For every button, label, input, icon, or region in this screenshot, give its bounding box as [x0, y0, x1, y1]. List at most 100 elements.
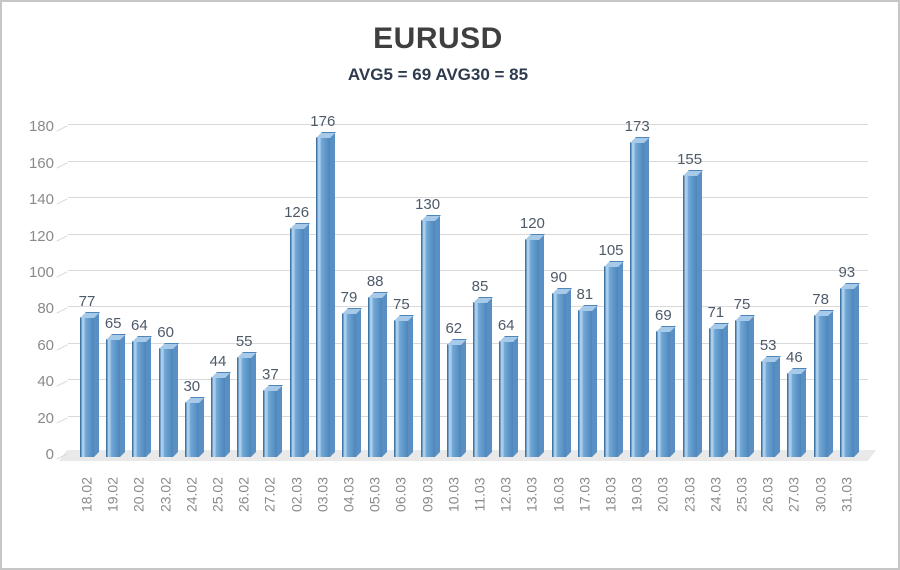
bar-side-face: [565, 288, 571, 457]
x-tick-label: 16.03: [550, 476, 567, 513]
bar-front-face: [420, 220, 435, 457]
bar-side-face: [277, 385, 283, 457]
bar-front-face: [735, 320, 749, 457]
x-tick-label: 23.03: [681, 476, 698, 513]
bar: 75: [393, 296, 415, 457]
bar-value-label: 75: [393, 296, 410, 313]
chart-title: EURUSD: [373, 22, 503, 55]
bar-value-label: 71: [707, 304, 725, 321]
x-tick-label: 24.03: [707, 476, 724, 513]
bar: 60: [157, 324, 179, 457]
bar-value-label: 64: [497, 317, 515, 334]
bar-side-face: [539, 234, 545, 457]
bar: 65: [105, 315, 127, 457]
bar-side-face: [382, 292, 388, 457]
gridline: [68, 306, 868, 308]
x-tick-label: 27.03: [785, 476, 802, 513]
chart-floor: [59, 450, 876, 461]
bar-value-label: 30: [183, 378, 201, 395]
x-tick-label: 09.03: [419, 476, 436, 513]
bar: 69: [655, 307, 677, 457]
bar-side-face: [775, 356, 781, 457]
bar-side-face: [356, 308, 361, 457]
y-tick-label: 180: [28, 118, 54, 136]
bar-front-face: [656, 331, 671, 457]
bar-front-face: [368, 297, 383, 457]
chart-subtitle: AVG5 = 69 AVG30 = 85: [347, 65, 529, 84]
y-tick-label: 60: [37, 336, 54, 354]
bar-side-face: [591, 305, 597, 457]
bar: 85: [472, 278, 493, 457]
bar-front-face: [80, 317, 94, 457]
bar: 105: [598, 242, 624, 457]
bar-value-label: 79: [340, 289, 358, 306]
bar-front-face: [499, 341, 514, 457]
x-tick-label: 02.03: [288, 476, 305, 513]
bar-front-face: [289, 228, 304, 457]
x-tick-label: 03.03: [314, 476, 331, 513]
y-axis-depth-tick: [56, 125, 68, 133]
bar-value-label: 64: [131, 317, 148, 334]
bar-side-face: [94, 312, 99, 457]
bar-side-face: [801, 368, 807, 457]
bar: 64: [131, 317, 153, 457]
bar-value-label: 37: [262, 366, 279, 383]
x-tick-label: 17.03: [576, 476, 593, 513]
bar-value-label: 173: [624, 118, 650, 135]
bar: 75: [734, 296, 755, 457]
bar-front-face: [211, 377, 225, 457]
bar: 64: [498, 317, 520, 457]
bar-front-face: [682, 175, 697, 457]
bar: 173: [625, 118, 651, 457]
chart-header: EURUSD AVG5 = 69 AVG30 = 85: [2, 22, 874, 85]
x-tick-label: 27.02: [261, 476, 278, 513]
bar: 176: [310, 113, 336, 457]
y-tick-label: 100: [28, 264, 54, 281]
x-tick-label: 23.02: [157, 476, 174, 513]
bar-front-face: [446, 344, 461, 457]
bar-value-label: 78: [812, 291, 829, 308]
x-tick-label: 20.02: [130, 476, 147, 513]
bar-front-face: [184, 402, 199, 457]
bar-front-face: [106, 339, 121, 457]
bar-front-face: [839, 288, 854, 457]
y-axis-depth-tick: [56, 234, 68, 242]
bar-front-face: [813, 315, 828, 457]
y-tick-label: 20: [37, 409, 54, 427]
bar-value-label: 90: [550, 269, 567, 286]
bar: 62: [445, 320, 467, 457]
bar-value-label: 88: [366, 273, 384, 290]
bar-front-face: [342, 313, 356, 457]
bar-value-label: 120: [519, 215, 545, 232]
bar: 88: [367, 273, 389, 457]
bar-front-face: [394, 320, 409, 457]
y-axis-depth-tick: [56, 344, 68, 351]
bar: 30: [183, 378, 205, 457]
y-axis-depth-tick: [56, 380, 68, 387]
x-tick-label: 26.02: [235, 476, 252, 513]
x-tick-label: 13.03: [523, 476, 540, 513]
bar-side-face: [303, 223, 309, 457]
bar-side-face: [722, 323, 728, 457]
x-tick-label: 31.03: [838, 476, 855, 513]
bar-front-face: [473, 302, 487, 457]
gridline: [68, 270, 868, 271]
x-tick-label: 05.03: [366, 476, 383, 513]
x-tick-label: 26.03: [759, 476, 776, 513]
y-tick-label: 140: [28, 191, 54, 209]
bar-value-label: 44: [209, 353, 227, 370]
x-tick-label: 19.02: [104, 476, 121, 513]
bar-front-face: [630, 142, 645, 457]
x-tick-label: 24.02: [183, 476, 200, 513]
bar: 44: [210, 353, 231, 457]
bar-value-label: 93: [838, 264, 856, 281]
gridline: [68, 197, 868, 199]
gridline: [68, 124, 868, 126]
gridline: [68, 379, 868, 381]
bar-side-face: [644, 137, 650, 457]
bar-side-face: [198, 397, 204, 457]
y-axis-depth-tick: [56, 416, 68, 424]
bar-side-face: [225, 372, 230, 457]
